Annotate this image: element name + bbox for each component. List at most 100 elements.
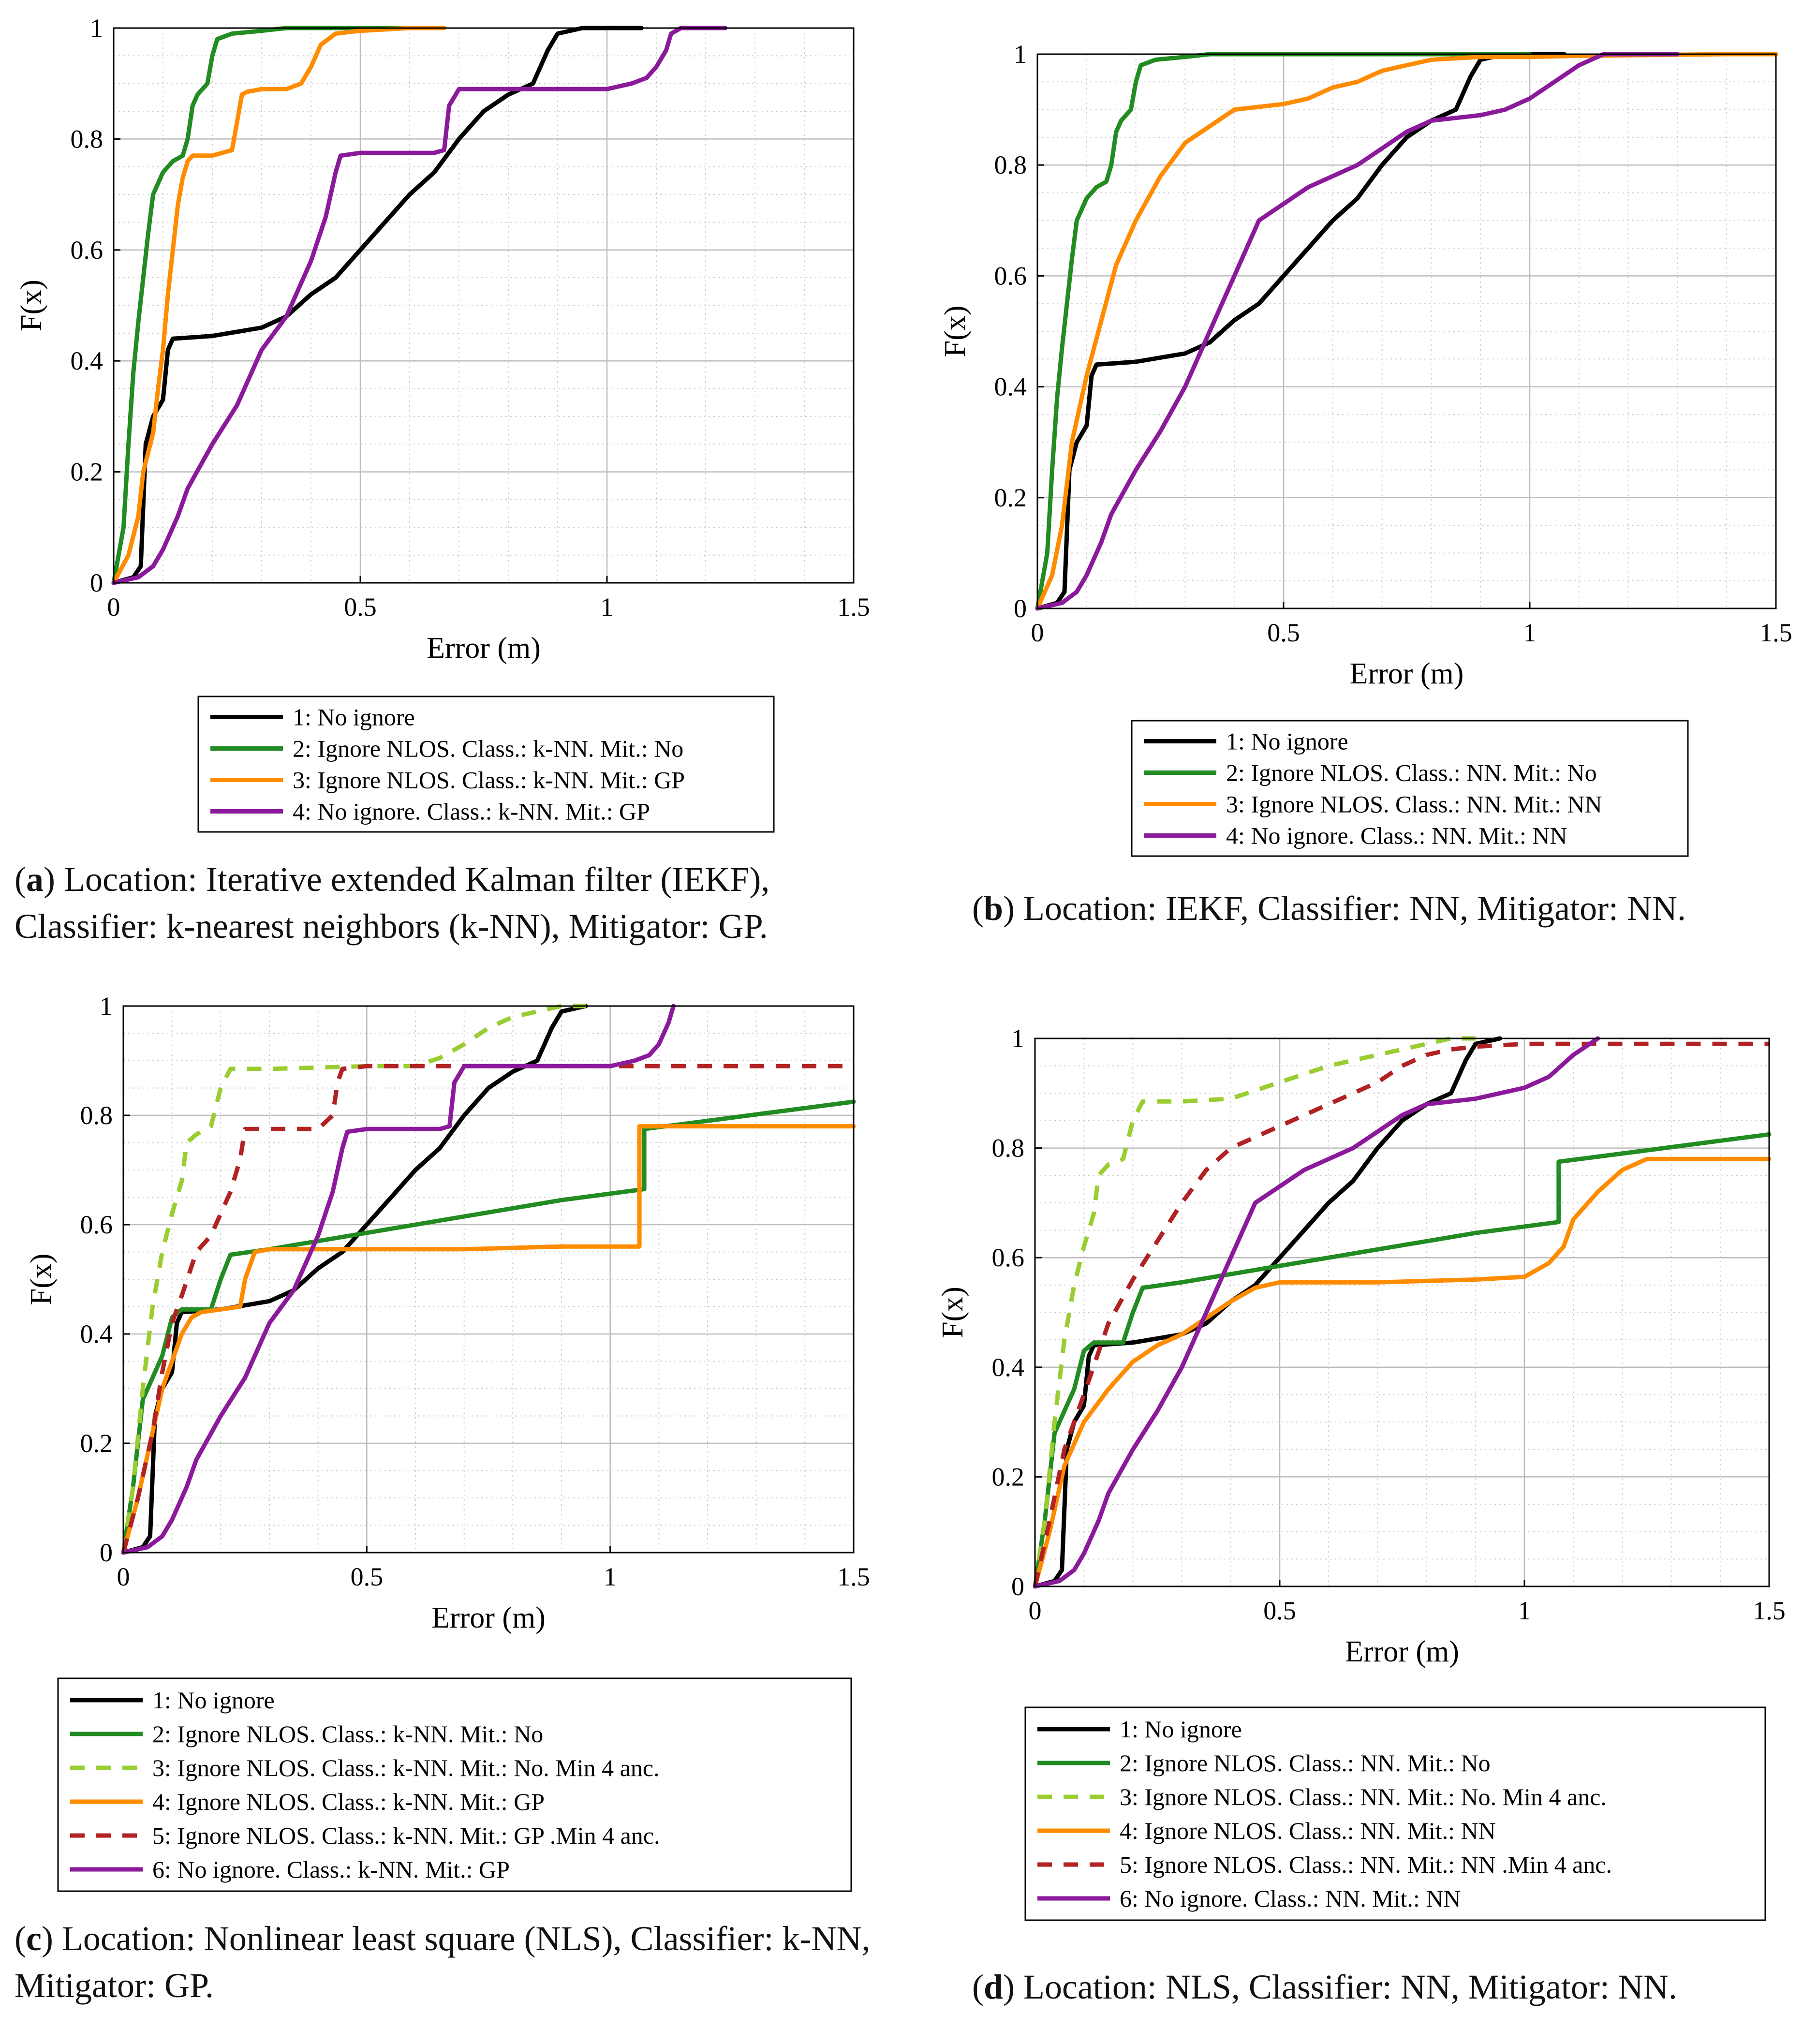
legend: 1: No ignore 2: Ignore NLOS. Class.: k-NN… <box>197 696 775 833</box>
legend-label: 2: Ignore NLOS. Class.: k-NN. Mit.: No <box>293 735 683 762</box>
x-tick-label: 0 <box>1031 618 1044 647</box>
x-tick-label: 0.5 <box>351 1562 384 1591</box>
series-line-3 <box>1033 1036 1476 1587</box>
y-tick-label: 0.6 <box>80 1210 113 1239</box>
chart-b: 0 0.5 1 1.5 0 0.2 0.4 0.6 0.8 1 Error (m) F(x) 1: No… <box>939 40 1792 857</box>
series-line-4 <box>1035 52 1680 611</box>
series-line-2 <box>111 26 412 585</box>
y-tick-label: 0.8 <box>71 124 103 153</box>
x-tick-label: 0 <box>107 592 120 622</box>
chart-a: 0 0.5 1 1.5 0 0.2 0.4 0.6 0.8 1 Error (m) F(x) 1: No… <box>15 14 870 833</box>
x-tick-label: 1.5 <box>837 592 870 622</box>
legend-label: 3: Ignore NLOS. Class.: k-NN. Mit.: GP <box>293 767 685 794</box>
chart-c: 0 0.5 1 1.5 0 0.2 0.4 0.6 0.8 1 Error (m) F(x) 1: No… <box>25 992 870 1892</box>
x-axis-label: Error (m) <box>431 1601 546 1634</box>
series-line-4 <box>1033 1156 1772 1589</box>
y-tick-label: 0.8 <box>994 150 1027 179</box>
series-line-4 <box>111 26 728 585</box>
axes-box <box>1036 53 1777 609</box>
series-line-1 <box>1035 52 1567 611</box>
y-tick-label: 0.6 <box>71 236 103 265</box>
legend-label: 4: No ignore. Class.: k-NN. Mit.: GP <box>293 798 650 825</box>
y-tick-label: 1 <box>90 14 103 43</box>
y-tick-label: 0.4 <box>71 346 103 375</box>
legend-label: 1: No ignore <box>1120 1716 1242 1743</box>
legend-label: 4: No ignore. Class.: NN. Mit.: NN <box>1226 822 1567 849</box>
y-tick-label: 0.2 <box>992 1462 1025 1491</box>
y-tick-label: 0.6 <box>994 261 1027 290</box>
y-tick-label: 0.4 <box>994 372 1027 401</box>
legend-label: 4: Ignore NLOS. Class.: k-NN. Mit.: GP <box>152 1788 545 1815</box>
series-line-2 <box>1033 1132 1772 1589</box>
y-axis-label: F(x) <box>15 280 48 331</box>
caption-a: (a) Location: Iterative extended Kalman … <box>15 860 770 946</box>
x-tick-label: 0 <box>117 1562 130 1591</box>
chart-d: 0 0.5 1 1.5 0 0.2 0.4 0.6 0.8 1 Error (m) F(x) 1: No… <box>936 1024 1786 1921</box>
x-axis-label: Error (m) <box>427 632 541 665</box>
series-line-4 <box>121 1124 856 1555</box>
legend: 1: No ignore 2: Ignore NLOS. Class.: NN. … <box>1024 1706 1766 1921</box>
y-tick-label: 1 <box>1011 1024 1024 1053</box>
y-tick-label: 0.2 <box>71 458 103 487</box>
legend-label: 5: Ignore NLOS. Class.: NN. Mit.: NN .Mi… <box>1120 1851 1612 1878</box>
series-line-2 <box>121 1099 856 1555</box>
legend-label: 1: No ignore <box>1226 728 1348 755</box>
legend-label: 1: No ignore <box>293 704 415 731</box>
legend: 1: No ignore 2: Ignore NLOS. Class.: NN. … <box>1131 720 1689 857</box>
legend-box <box>57 1677 852 1892</box>
x-tick-label: 1 <box>1523 618 1537 647</box>
legend-label: 2: Ignore NLOS. Class.: NN. Mit.: No <box>1120 1749 1491 1777</box>
x-axis-label: Error (m) <box>1350 657 1464 690</box>
x-tick-label: 0.5 <box>1267 618 1300 647</box>
x-tick-label: 1 <box>604 1562 617 1591</box>
legend-label: 3: Ignore NLOS. Class.: NN. Mit.: No. Mi… <box>1120 1783 1607 1810</box>
legend-label: 3: Ignore NLOS. Class.: NN. Mit.: NN <box>1226 791 1602 818</box>
axes-box <box>122 1005 855 1554</box>
series-line-6 <box>121 1004 676 1555</box>
series-line-5 <box>1033 1041 1769 1587</box>
caption-b: (b) Location: IEKF, Classifier: NN, Miti… <box>972 889 1686 928</box>
legend-label: 4: Ignore NLOS. Class.: NN. Mit.: NN <box>1120 1817 1496 1844</box>
legend-label: 3: Ignore NLOS. Class.: k-NN. Mit.: No. … <box>152 1754 660 1781</box>
y-tick-label: 0.4 <box>80 1319 113 1348</box>
y-axis-label: F(x) <box>939 306 972 357</box>
x-tick-label: 0.5 <box>344 592 377 622</box>
y-tick-label: 0 <box>1011 1572 1024 1601</box>
series-line-3 <box>121 1004 586 1553</box>
x-axis-label: Error (m) <box>1345 1635 1459 1668</box>
y-tick-label: 0.2 <box>994 483 1027 512</box>
x-tick-label: 1.5 <box>837 1562 870 1591</box>
y-axis-label: F(x) <box>25 1254 58 1305</box>
legend-label: 2: Ignore NLOS. Class.: NN. Mit.: No <box>1226 759 1597 786</box>
x-tick-label: 0 <box>1029 1596 1042 1625</box>
y-tick-label: 0.8 <box>80 1101 113 1130</box>
y-axis-label: F(x) <box>936 1287 969 1338</box>
y-tick-label: 0 <box>100 1538 113 1567</box>
x-tick-label: 1.5 <box>1759 618 1792 647</box>
y-tick-label: 0 <box>1014 594 1027 623</box>
y-tick-label: 0.6 <box>992 1243 1025 1272</box>
series-line-3 <box>111 26 446 585</box>
legend: 1: No ignore 2: Ignore NLOS. Class.: k-NN… <box>57 1677 852 1892</box>
x-tick-label: 1 <box>1518 1596 1531 1625</box>
y-tick-label: 1 <box>100 992 113 1021</box>
y-tick-label: 0.4 <box>992 1353 1025 1382</box>
legend-box <box>197 696 775 833</box>
series-line-6 <box>1033 1036 1600 1589</box>
legend-label: 1: No ignore <box>152 1687 275 1714</box>
legend-box <box>1131 720 1689 857</box>
y-tick-label: 0.8 <box>992 1134 1025 1163</box>
caption-d: (d) Location: NLS, Classifier: NN, Mitig… <box>972 1968 1677 2006</box>
legend-label: 6: No ignore. Class.: NN. Mit.: NN <box>1120 1885 1461 1912</box>
x-tick-label: 1.5 <box>1753 1596 1786 1625</box>
axes-box <box>1034 1037 1770 1587</box>
y-tick-label: 0.2 <box>80 1429 113 1458</box>
y-tick-label: 1 <box>1014 40 1027 69</box>
legend-label: 5: Ignore NLOS. Class.: k-NN. Mit.: GP .… <box>152 1822 660 1849</box>
legend-label: 2: Ignore NLOS. Class.: k-NN. Mit.: No <box>152 1720 543 1748</box>
legend-label: 6: No ignore. Class.: k-NN. Mit.: GP <box>152 1856 510 1883</box>
y-tick-label: 0 <box>90 568 103 597</box>
x-tick-label: 1 <box>601 592 614 622</box>
series-line-3 <box>1035 52 1778 611</box>
